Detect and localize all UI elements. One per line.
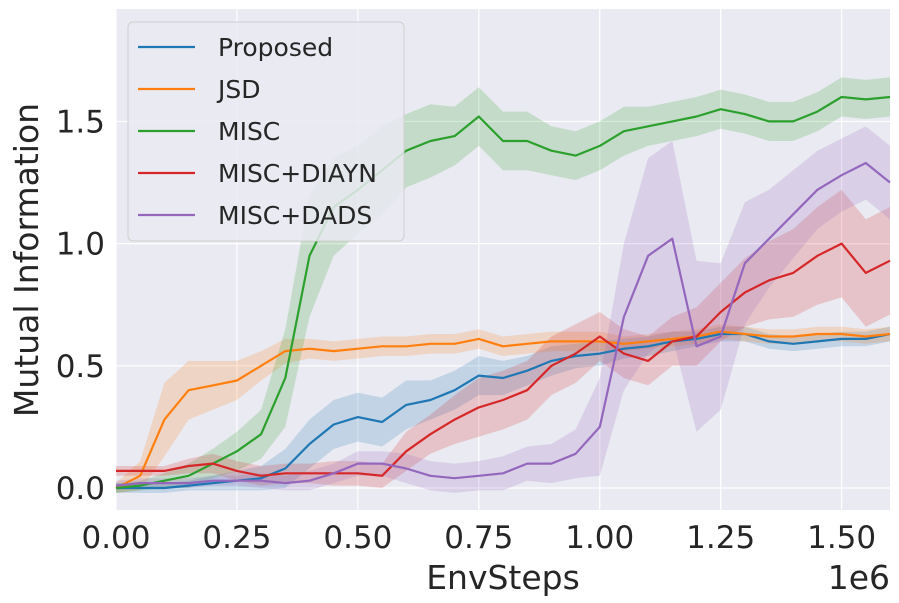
legend-label-jsd: JSD [216,75,261,104]
x-tick-label: 0.00 [81,520,150,556]
x-tick-label: 1.50 [807,520,876,556]
legend-label-proposed: Proposed [218,33,333,62]
legend-box [127,21,405,242]
x-tick-label: 1.00 [565,520,634,556]
x-axis-ticks: 0.00 0.25 0.50 0.75 1.00 1.25 1.50 [81,520,876,556]
x-tick-label: 0.75 [444,520,513,556]
misc-dads-line [115,161,891,487]
misc-dads-band [116,126,890,493]
legend-label-misc-dads: MISC+DADS [218,201,372,230]
y-axis-ticks: 0.0 0.5 1.0 1.5 [56,104,105,507]
x-tick-label: 0.50 [323,520,392,556]
y-tick-label: 1.5 [56,104,105,140]
y-tick-label: 0.5 [56,349,105,385]
proposed-band [116,326,890,493]
legend-label-misc-diayn: MISC+DIAYN [218,159,377,188]
legend-label-misc: MISC [218,117,280,146]
legend: Proposed JSD MISC MISC+DIAYN MISC+DADS [127,21,405,242]
jsd-line [115,330,891,489]
y-tick-label: 0.0 [56,471,105,507]
misc-band [116,77,890,493]
misc-line [115,95,891,490]
y-axis-label: Mutual Information [7,103,46,417]
misc-diayn-band [116,189,890,489]
x-tick-label: 1.25 [686,520,755,556]
x-axis-offset-label: 1e6 [828,558,890,597]
y-tick-label: 1.0 [56,227,105,263]
misc-diayn-line [116,242,891,477]
x-tick-label: 0.25 [202,520,271,556]
x-axis-label: EnvSteps [426,558,580,597]
series-lines [115,95,891,490]
